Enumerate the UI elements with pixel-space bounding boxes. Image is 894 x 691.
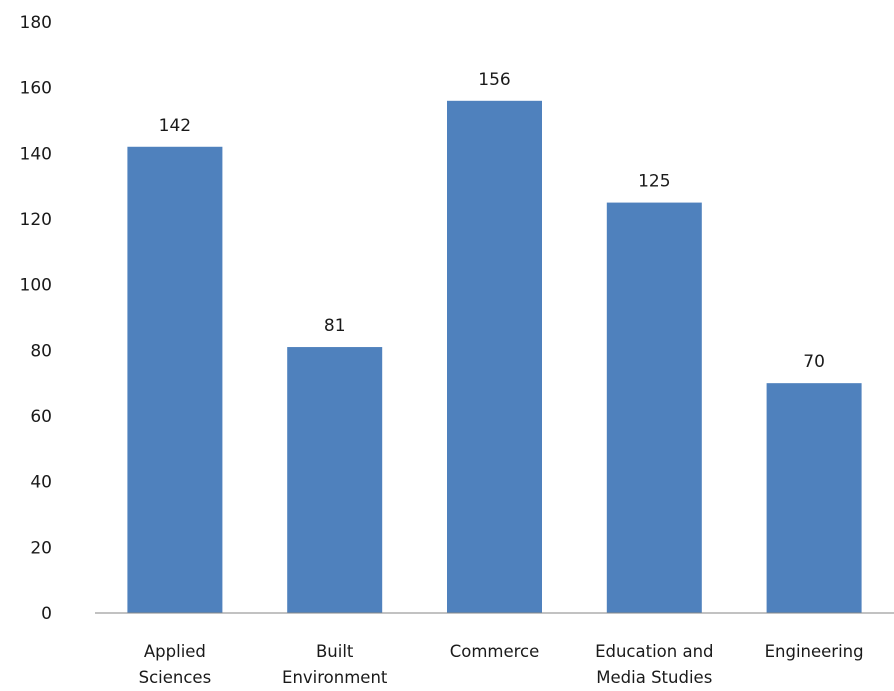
y-tick-label: 20 bbox=[30, 538, 52, 558]
y-tick-label: 0 bbox=[41, 604, 52, 624]
x-category-label: Environment bbox=[282, 668, 388, 687]
bars bbox=[127, 100, 862, 614]
bar bbox=[766, 383, 862, 613]
y-tick-label: 180 bbox=[20, 13, 52, 33]
x-category-label: Applied bbox=[144, 642, 206, 661]
y-tick-label: 80 bbox=[30, 341, 52, 361]
data-label: 142 bbox=[159, 116, 191, 136]
bar bbox=[127, 146, 223, 613]
bar bbox=[447, 100, 542, 614]
x-category-label: Engineering bbox=[765, 642, 864, 661]
y-tick-label: 120 bbox=[20, 210, 52, 230]
x-category-label: Education and bbox=[595, 642, 713, 661]
category-labels: Applied Sciences Built Environment Commerce E… bbox=[139, 642, 864, 687]
y-axis-tick-labels: 0 20 40 60 80 100 120 140 160 180 bbox=[20, 13, 52, 624]
data-label: 70 bbox=[803, 352, 825, 372]
data-label: 156 bbox=[478, 70, 510, 90]
y-tick-label: 140 bbox=[20, 144, 52, 164]
x-category-label: Media Studies bbox=[596, 668, 712, 687]
y-tick-label: 100 bbox=[20, 276, 52, 296]
y-tick-label: 60 bbox=[30, 407, 52, 427]
y-tick-label: 160 bbox=[20, 79, 52, 99]
bar bbox=[606, 202, 702, 614]
data-label: 81 bbox=[324, 316, 346, 336]
x-category-label: Sciences bbox=[139, 668, 212, 687]
bar bbox=[287, 347, 383, 613]
x-category-label: Built bbox=[316, 642, 354, 661]
data-labels: 142 81 156 125 70 bbox=[159, 70, 825, 372]
data-label: 125 bbox=[638, 172, 670, 192]
x-category-label: Commerce bbox=[450, 642, 540, 661]
y-tick-label: 40 bbox=[30, 473, 52, 493]
